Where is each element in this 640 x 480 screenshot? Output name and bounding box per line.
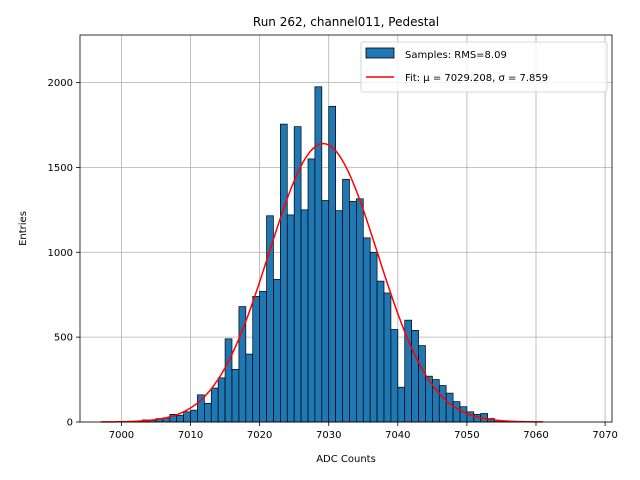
histogram-bar (362, 237, 371, 423)
histogram-bar (280, 123, 288, 423)
x-tick-label: 7060 (523, 430, 548, 441)
legend: Samples: RMS=8.09 Fit: μ = 7029.208, σ =… (360, 41, 608, 93)
histogram-bar (197, 394, 205, 423)
histogram-bar (224, 338, 233, 423)
histogram-bar (411, 329, 419, 423)
x-tick-label: 7020 (247, 430, 272, 441)
y-axis-ticks: 0 500 1000 1500 2000 (48, 78, 80, 429)
histogram-bar (459, 406, 468, 423)
histogram-bar (183, 411, 191, 423)
histogram-bar (300, 209, 309, 423)
x-tick-label: 7040 (385, 430, 410, 441)
x-axis-label: ADC Counts (316, 454, 376, 465)
histogram-bar (376, 280, 385, 423)
histogram-bar (383, 292, 392, 423)
x-tick-label: 7000 (109, 430, 134, 441)
x-axis-ticks: 7000 7010 7020 7030 7040 7050 7060 7070 (109, 422, 618, 441)
histogram-bar (356, 198, 364, 423)
histogram-bar (445, 392, 454, 423)
histogram-bar (438, 385, 447, 423)
y-tick-label: 2000 (48, 78, 73, 89)
histogram-bar (217, 377, 226, 423)
histogram-bar (321, 200, 330, 423)
histogram-bar (293, 126, 302, 423)
histogram-bar (390, 329, 399, 423)
chart-title: Run 262, channel011, Pedestal (253, 15, 439, 29)
histogram-bar (314, 86, 323, 423)
histogram-bar (204, 402, 212, 423)
histogram-bar (190, 409, 198, 423)
histogram-bars (128, 86, 530, 423)
legend-histogram-label: Samples: RMS=8.09 (405, 50, 507, 61)
legend-box (360, 41, 608, 93)
histogram-bar (328, 105, 336, 423)
histogram-bar (210, 387, 219, 423)
plot-area (79, 34, 613, 423)
histogram-bar (349, 200, 357, 423)
y-axis-label: Entries (18, 211, 29, 246)
histogram-bar (176, 414, 184, 423)
histogram-bar (231, 369, 240, 423)
histogram-bar (259, 290, 267, 423)
histogram-bar (369, 251, 378, 423)
histogram-bar (245, 353, 254, 423)
histogram-bar (452, 401, 461, 423)
histogram-bar (286, 214, 295, 423)
histogram-bar (273, 279, 281, 423)
x-tick-label: 7050 (454, 430, 479, 441)
histogram-bar (418, 345, 426, 423)
legend-fit-label: Fit: μ = 7029.208, σ = 7.859 (405, 73, 548, 84)
y-tick-label: 0 (67, 418, 73, 429)
histogram-bar (252, 296, 260, 423)
x-tick-label: 7070 (592, 430, 617, 441)
x-tick-label: 7030 (316, 430, 341, 441)
legend-histogram-swatch (365, 47, 395, 59)
histogram-bar (335, 210, 343, 423)
histogram-bar (266, 215, 274, 423)
y-tick-label: 1000 (48, 248, 73, 259)
fit-curve (100, 142, 543, 423)
histogram-bar (342, 178, 350, 423)
y-tick-label: 1500 (48, 163, 73, 174)
x-tick-label: 7010 (178, 430, 203, 441)
histogram-bar (307, 158, 316, 423)
y-tick-label: 500 (54, 333, 73, 344)
histogram-bar (397, 386, 406, 423)
